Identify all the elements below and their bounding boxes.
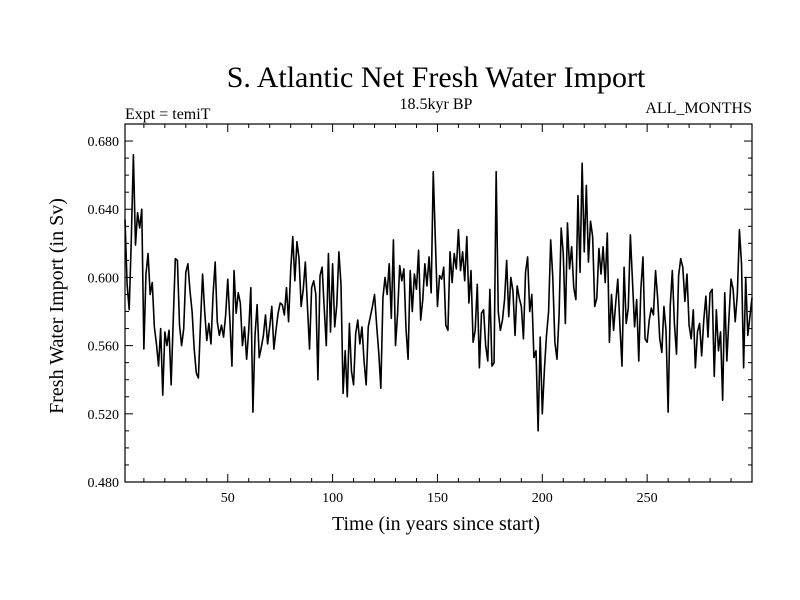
x-tick-label: 100 [322,491,343,506]
chart-title: S. Atlantic Net Fresh Water Import [227,61,646,94]
x-axis-title: Time (in years since start) [332,513,540,535]
y-tick-label: 0.520 [88,408,120,423]
y-tick-label: 0.480 [88,476,120,491]
y-tick-label: 0.560 [88,340,120,355]
x-tick-label: 200 [532,491,553,506]
months-label: ALL_MONTHS [645,100,752,117]
x-tick-label: 50 [221,491,235,506]
x-tick-label: 150 [427,491,448,506]
series-line-fresh-water-import [124,153,753,432]
tick-labels: 50 100 150 200 250 0.480 0.520 0.560 0.600 0.640 0… [88,135,658,506]
experiment-label: Expt = temiT [125,106,211,123]
x-tick-label: 250 [637,491,658,506]
y-axis-title: Fresh Water Import (in Sv) [46,198,68,414]
y-tick-label: 0.680 [88,135,120,150]
period-label: 18.5kyr BP [400,96,473,113]
y-tick-label: 0.640 [88,203,120,218]
y-tick-label: 0.600 [88,271,120,286]
